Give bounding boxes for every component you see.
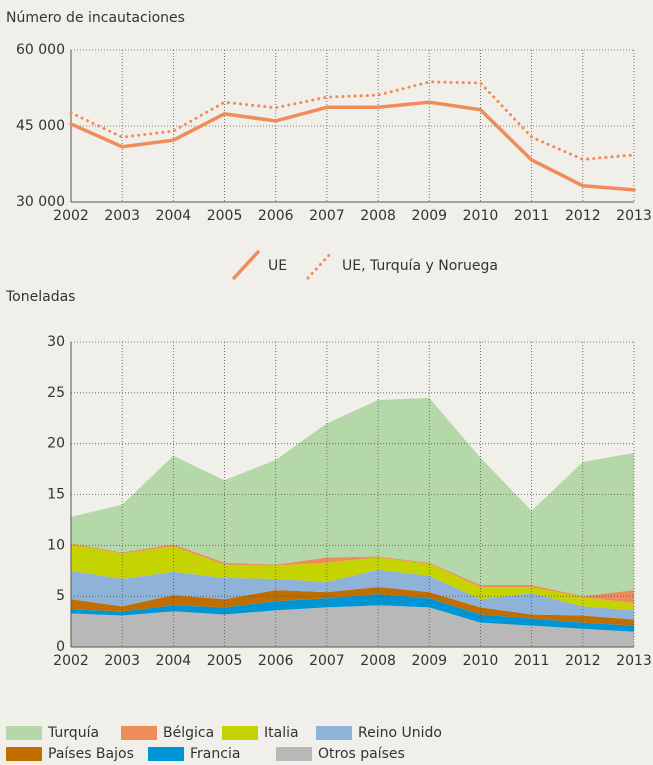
x-tick-label: 2011 (514, 208, 550, 224)
legend-label: Países Bajos (48, 746, 134, 762)
y-tick-label: 0 (56, 639, 65, 655)
x-tick-label: 2004 (156, 653, 192, 669)
x-tick-label: 2012 (565, 653, 601, 669)
legend-label: Bélgica (163, 725, 214, 741)
x-tick-label: 2012 (565, 208, 601, 224)
legend-swatch (316, 726, 352, 740)
legend-swatch (6, 726, 42, 740)
x-tick-label: 2002 (53, 653, 89, 669)
legend-label: UE (268, 258, 287, 274)
x-tick-label: 2011 (514, 653, 550, 669)
legend-swatch (222, 726, 258, 740)
area (71, 544, 634, 611)
area (71, 543, 634, 604)
x-tick-label: 2004 (156, 208, 192, 224)
area (71, 594, 634, 632)
x-tick-label: 2003 (104, 653, 140, 669)
line (69, 80, 636, 161)
x-tick-label: 2013 (616, 653, 652, 669)
y-tick-label: 30 (47, 334, 65, 350)
legend-label: UE, Turquía y Noruega (342, 258, 498, 274)
x-tick-label: 2003 (104, 208, 140, 224)
y-tick-label: 15 (47, 487, 65, 503)
area (71, 569, 634, 620)
area (71, 605, 634, 647)
x-tick-label: 2010 (463, 208, 499, 224)
legend-swatch (6, 747, 42, 761)
x-tick-label: 2009 (411, 653, 447, 669)
x-tick-label: 2009 (411, 208, 447, 224)
x-tick-label: 2006 (258, 208, 294, 224)
y-tick-label: 20 (47, 436, 65, 452)
legend-swatch (121, 726, 157, 740)
x-tick-label: 2006 (258, 653, 294, 669)
x-tick-label: 2005 (207, 653, 243, 669)
legend-swatch (148, 747, 184, 761)
y-tick-label: 30 000 (16, 194, 65, 210)
x-tick-label: 2007 (309, 653, 345, 669)
x-tick-label: 2008 (360, 208, 396, 224)
legend-label: Turquía (47, 725, 99, 741)
y-tick-label: 10 (47, 537, 65, 553)
x-tick-label: 2010 (463, 653, 499, 669)
x-tick-label: 2002 (53, 208, 89, 224)
line (69, 100, 636, 192)
legend-label: Italia (264, 725, 299, 741)
legend-label: Francia (190, 746, 240, 762)
x-tick-label: 2008 (360, 653, 396, 669)
y-tick-label: 45 000 (16, 118, 65, 134)
area (71, 397, 634, 597)
chart-title: Toneladas (5, 289, 75, 305)
legend-swatch (306, 250, 334, 280)
x-tick-label: 2005 (207, 208, 243, 224)
legend-label: Otros países (318, 746, 405, 762)
legend-label: Reino Unido (358, 725, 442, 741)
y-tick-label: 25 (47, 385, 65, 401)
x-tick-label: 2007 (309, 208, 345, 224)
chart-title: Número de incautaciones (6, 10, 185, 26)
y-tick-label: 5 (56, 588, 65, 604)
x-tick-label: 2013 (616, 208, 652, 224)
area (71, 587, 634, 626)
legend-swatch (276, 747, 312, 761)
y-tick-label: 60 000 (16, 42, 65, 58)
legend-swatch (232, 250, 260, 280)
